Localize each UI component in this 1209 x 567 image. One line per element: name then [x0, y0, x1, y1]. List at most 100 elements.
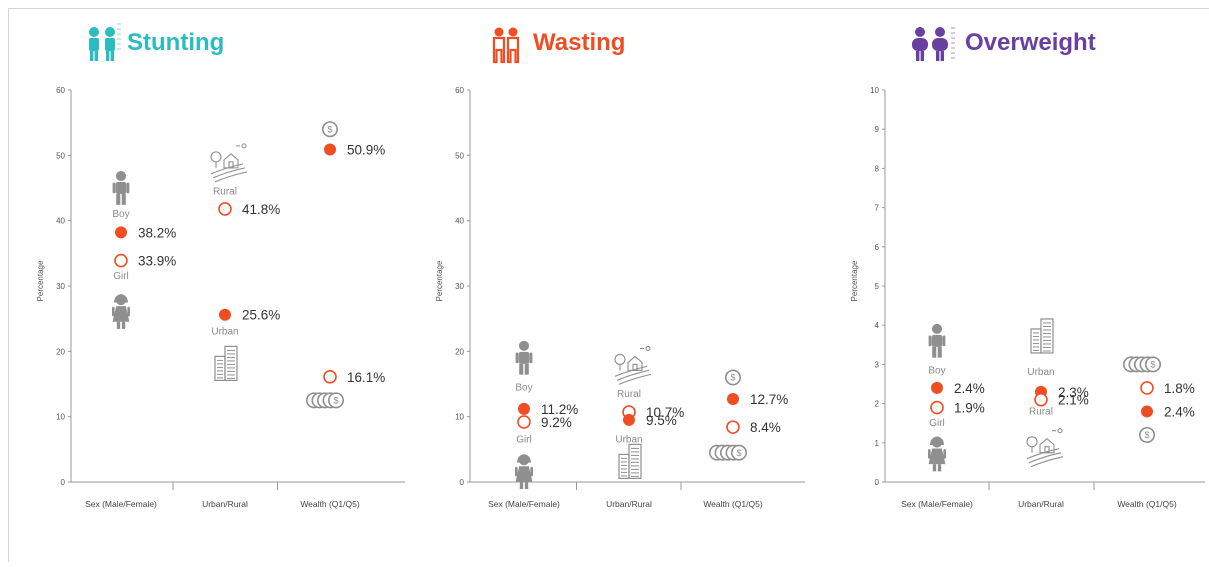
head [115, 170, 127, 182]
leg [936, 51, 940, 61]
data-point-filled [115, 226, 127, 239]
data-point-filled [931, 381, 943, 394]
y-tick-label: 20 [455, 347, 464, 356]
y-axis-label: Percentage [435, 260, 444, 301]
group-label: Girl [929, 418, 945, 429]
y-tick-label: 4 [875, 321, 880, 330]
house [627, 355, 643, 371]
coin-rim [1145, 356, 1161, 373]
coin-rim [328, 392, 344, 409]
y-tick-label: 60 [56, 86, 65, 95]
group-label: Girl [516, 435, 532, 446]
coin-icon: $ [1145, 356, 1161, 373]
house [223, 153, 239, 169]
girl-icon [928, 436, 946, 472]
head [915, 27, 925, 37]
hair [929, 436, 945, 445]
y-tick-label: 5 [875, 282, 880, 291]
data-point-hollow [517, 415, 531, 429]
data-label: 11.2% [541, 402, 578, 417]
left-arm [112, 306, 115, 317]
y-tick-label: 40 [56, 217, 65, 226]
head [935, 27, 945, 37]
y-tick-label: 30 [455, 282, 464, 291]
right-arm [530, 466, 533, 477]
dress [928, 448, 946, 465]
left-arm [928, 335, 932, 347]
tree-crown [1026, 436, 1038, 448]
windmill [1052, 428, 1063, 434]
boy-icon [515, 340, 533, 375]
data-point-hollow [1140, 381, 1154, 395]
boy-icon [928, 323, 946, 358]
coin-icon: $ [731, 444, 747, 461]
field-rows [210, 163, 248, 183]
leg [940, 51, 944, 61]
y-tick-label: 1 [875, 439, 880, 448]
y-tick-label: 7 [875, 204, 880, 213]
head [518, 340, 530, 351]
group-label: Girl [113, 271, 129, 282]
leg [90, 51, 94, 61]
coin-rim [322, 121, 338, 138]
data-label: 16.1% [347, 370, 385, 385]
hair [516, 454, 532, 463]
dress [515, 466, 533, 482]
x-category-label: Wealth (Q1/Q5) [1117, 499, 1177, 509]
x-category-label: Urban/Rural [1018, 499, 1064, 509]
y-tick-label: 50 [455, 151, 464, 160]
y-tick-label: 0 [61, 478, 66, 487]
data-point-filled [1141, 405, 1153, 418]
y-tick-label: 30 [56, 282, 65, 291]
data-label: 1.8% [1164, 381, 1195, 396]
tree-crown [210, 151, 222, 163]
left-arm [928, 449, 931, 459]
group-label: Urban [211, 327, 238, 338]
windmill [236, 143, 247, 149]
x-category-label: Sex (Male/Female) [85, 499, 157, 509]
torso [931, 334, 943, 347]
chart-title: Wasting [533, 29, 625, 56]
group-label: Urban [615, 435, 642, 446]
data-point-hollow [323, 370, 337, 384]
y-tick-label: 60 [455, 86, 464, 95]
hair [113, 294, 129, 303]
right-leg [937, 346, 942, 358]
data-label: 25.6% [242, 308, 280, 323]
coin-icon: $ [1139, 426, 1155, 443]
building-right [1040, 318, 1054, 354]
door [228, 161, 234, 169]
building-right [224, 345, 238, 381]
x-category-label: Sex (Male/Female) [901, 499, 973, 509]
data-point-hollow [114, 253, 128, 268]
frame-top-border [8, 8, 1209, 9]
right-arm [127, 306, 130, 317]
left-arm [112, 182, 116, 194]
left-arm [515, 352, 519, 364]
urban-buildings-icon [1030, 318, 1054, 354]
y-tick-label: 50 [56, 151, 65, 160]
door [632, 363, 638, 371]
right-arm [943, 449, 946, 459]
right-arm [942, 335, 946, 347]
chart-title: Overweight [965, 29, 1096, 56]
children-thin-icon [492, 27, 520, 64]
coin-stack-icon: $$$$$ [1123, 356, 1161, 373]
girl-icon [112, 294, 130, 329]
boy-icon [112, 170, 130, 205]
y-tick-label: 0 [875, 478, 880, 487]
left-leg [932, 464, 937, 472]
group-label: Boy [515, 382, 532, 393]
wasting-chart: Wasting 0 10 20 30 40 50 60 Percentage Sex (Male/… [435, 27, 805, 509]
coin-dollar-sign: $ [736, 448, 741, 458]
data-label: 1.9% [954, 401, 985, 416]
head [931, 323, 943, 334]
y-tick-label: 40 [455, 217, 464, 226]
data-point-hollow [218, 202, 232, 216]
data-point-filled [219, 308, 231, 321]
data-point-filled [518, 402, 530, 415]
data-label: 41.8% [242, 202, 280, 217]
coin-stack-icon: $$$$$ [709, 444, 747, 461]
children-heavy-icon [912, 27, 955, 61]
